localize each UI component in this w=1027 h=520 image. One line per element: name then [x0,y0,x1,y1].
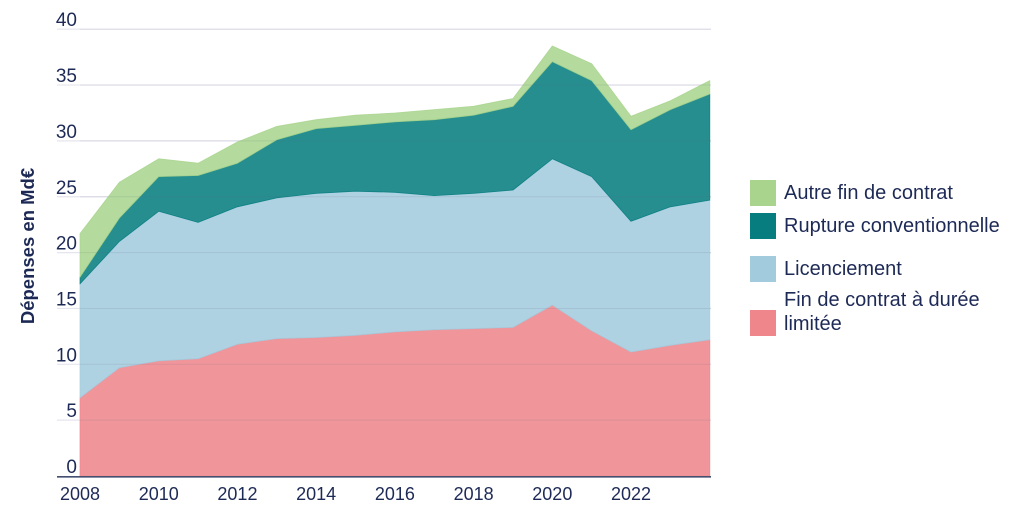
y-tick-label-20: 20 [56,234,77,255]
y-tick-label-30: 30 [56,122,77,143]
x-tick-label-2020: 2020 [532,484,572,504]
legend-swatch-fin-de-contrat-a-duree-limitee [750,310,776,336]
x-tick-label-2018: 2018 [454,484,494,504]
legend-item-licenciement: Licenciement [750,256,1002,282]
y-tick-label-5: 5 [66,401,77,422]
y-tick-label-25: 25 [56,178,77,199]
legend-label-autre-fin-de-contrat: Autre fin de contrat [784,182,953,204]
y-tick-label-35: 35 [56,66,77,87]
x-tick-label-2014: 2014 [296,484,336,504]
legend-item-rupture-conventionnelle: Rupture conventionnelle [750,213,1002,239]
legend-swatch-autre-fin-de-contrat [750,180,776,206]
legend-label-fin-de-contrat-a-duree-limitee: Fin de contrat à durée limitée [784,289,980,335]
legend-item-fin-de-contrat-a-duree-limitee: Fin de contrat à durée limitée [750,288,1002,336]
x-tick-label-2010: 2010 [139,484,179,504]
legend-label-licenciement: Licenciement [784,258,902,280]
area-autre-fin-de-contrat [79,45,711,278]
y-tick-label-0: 0 [66,457,77,478]
legend-swatch-rupture-conventionnelle [750,213,776,239]
y-tick-label-40: 40 [56,10,77,31]
legend-label-rupture-conventionnelle: Rupture conventionnelle [784,215,1000,237]
x-tick-label-2008: 2008 [60,484,100,504]
x-tick-label-2022: 2022 [611,484,651,504]
y-tick-label-15: 15 [56,289,77,310]
y-tick-label-10: 10 [56,345,77,366]
legend-item-autre-fin-de-contrat: Autre fin de contrat [750,180,1002,206]
x-tick-label-2016: 2016 [375,484,415,504]
x-tick-label-2012: 2012 [217,484,257,504]
y-axis-title: Dépenses en Md€ [17,168,38,324]
legend-swatch-licenciement [750,256,776,282]
